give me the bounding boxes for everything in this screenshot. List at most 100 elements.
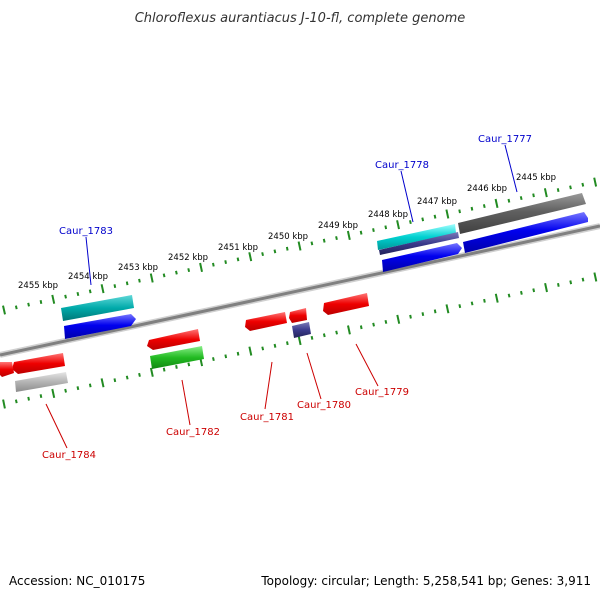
gene-label-caur-1781[interactable]: Caur_1781	[240, 412, 294, 423]
top-axis-tick	[396, 220, 400, 230]
top-axis-tick	[2, 305, 6, 315]
top-axis-tick	[27, 302, 30, 307]
top-axis-tick	[162, 273, 166, 278]
bottom-axis-tick	[64, 388, 67, 393]
top-axis-tick	[14, 305, 18, 310]
fwd-gene-cds-1783[interactable]	[64, 314, 136, 339]
bottom-axis-tick	[347, 325, 351, 335]
bottom-axis-tick	[507, 293, 511, 298]
bottom-axis-tick	[113, 378, 117, 383]
top-axis-tick	[88, 289, 92, 294]
gene-label-caur-1778[interactable]: Caur_1778	[375, 160, 429, 171]
gene-label-caur-1783[interactable]: Caur_1783	[59, 226, 113, 237]
tick-label-2452: 2452 kbp	[168, 253, 208, 263]
gene-label-caur-1780[interactable]: Caur_1780	[297, 400, 351, 411]
bottom-axis-tick	[273, 343, 277, 348]
fwd-gene-1778[interactable]	[377, 224, 456, 250]
top-axis-tick	[39, 300, 43, 304]
top-axis-tick	[297, 241, 302, 251]
rev-cds-1784[interactable]	[15, 372, 68, 392]
bottom-tick-axis	[2, 272, 598, 409]
bottom-axis-tick	[359, 325, 363, 330]
top-axis-tick	[236, 257, 240, 262]
top-axis-tick	[433, 214, 437, 219]
top-axis-tick	[76, 291, 80, 297]
fwd-misc-1778[interactable]	[379, 232, 459, 255]
bottom-axis-tick	[138, 372, 141, 377]
top-axis-tick	[482, 204, 486, 209]
bottom-axis-tick	[532, 288, 536, 293]
tick-label-2446: 2446 kbp	[467, 184, 507, 194]
top-axis-tick	[335, 236, 338, 241]
bottom-axis-tick	[187, 362, 191, 367]
fwd-gene-1783[interactable]	[61, 295, 134, 321]
tick-label-2453: 2453 kbp	[118, 263, 158, 273]
rev-gene-1784[interactable]	[12, 353, 65, 374]
bottom-axis-tick	[569, 280, 573, 285]
top-axis-tick	[100, 284, 105, 294]
gene-label-caur-1784[interactable]: Caur_1784	[42, 450, 96, 461]
top-axis-tick	[409, 220, 412, 225]
tick-label-2451: 2451 kbp	[218, 243, 258, 253]
tick-label-2449: 2449 kbp	[318, 221, 358, 231]
top-axis-tick	[556, 188, 560, 192]
rev-misc-1780[interactable]	[292, 322, 311, 338]
top-axis-tick	[113, 284, 117, 288]
bottom-axis-tick	[581, 277, 585, 282]
top-axis-tick	[346, 230, 351, 241]
gene-label-caur-1782[interactable]: Caur_1782	[166, 427, 220, 438]
top-tick-axis	[2, 177, 598, 315]
bottom-axis-tick	[175, 365, 178, 369]
rev-gene-1782[interactable]	[147, 329, 200, 350]
bottom-axis-tick	[409, 314, 412, 319]
bottom-axis-tick	[261, 346, 265, 351]
bottom-axis-tick	[483, 298, 486, 303]
rev-gene-1781[interactable]	[245, 312, 287, 331]
fwd-gene-cds-1778[interactable]	[382, 243, 462, 272]
bottom-axis-tick	[470, 301, 474, 306]
rev-cds-1782[interactable]	[150, 346, 204, 369]
rev-gene-1784b[interactable]	[0, 362, 14, 377]
top-axis-tick	[224, 260, 227, 264]
top-axis-tick	[175, 270, 178, 275]
top-axis-tick	[248, 252, 253, 262]
top-axis-tick	[51, 294, 56, 304]
bottom-axis-tick	[2, 399, 6, 409]
rev-gene-1780a[interactable]	[289, 308, 307, 323]
fwd-gene-cds-1777[interactable]	[463, 212, 588, 253]
fwd-gene-1777[interactable]	[458, 193, 586, 234]
leader-caur-1780	[306, 352, 322, 400]
bottom-axis-tick	[248, 346, 253, 356]
bottom-axis-tick	[421, 312, 425, 316]
tick-label-2448: 2448 kbp	[368, 210, 408, 220]
leader-caur-1784	[45, 403, 68, 449]
top-axis-tick	[581, 182, 585, 187]
gene-label-caur-1777[interactable]: Caur_1777	[478, 134, 532, 145]
top-axis-tick	[138, 278, 141, 283]
bottom-axis-tick	[384, 319, 388, 324]
bottom-axis-tick	[372, 322, 375, 327]
top-axis-tick	[199, 262, 203, 273]
leader-caur-1783	[85, 236, 92, 286]
top-axis-tick	[149, 273, 154, 283]
top-axis-tick	[273, 249, 277, 254]
bottom-axis-tick	[322, 333, 326, 338]
bottom-axis-tick	[433, 309, 437, 314]
bottom-axis-tick	[396, 314, 401, 324]
top-axis-tick	[285, 246, 289, 251]
bottom-axis-tick	[88, 383, 92, 388]
top-axis-tick	[212, 262, 215, 267]
top-axis-tick	[359, 230, 363, 235]
bottom-axis-tick	[310, 335, 314, 340]
top-axis-tick	[261, 252, 264, 257]
gene-label-caur-1779[interactable]: Caur_1779	[355, 387, 409, 398]
bottom-axis-tick	[224, 354, 228, 359]
rev-gene-1779[interactable]	[323, 293, 369, 315]
bottom-axis-tick	[125, 375, 129, 380]
tick-label-2454: 2454 kbp	[68, 272, 108, 282]
bottom-axis-tick	[162, 367, 166, 372]
bottom-axis-tick	[593, 272, 598, 282]
bottom-axis-tick	[557, 283, 560, 287]
top-axis-tick	[470, 206, 474, 211]
bottom-axis-tick	[39, 394, 43, 398]
